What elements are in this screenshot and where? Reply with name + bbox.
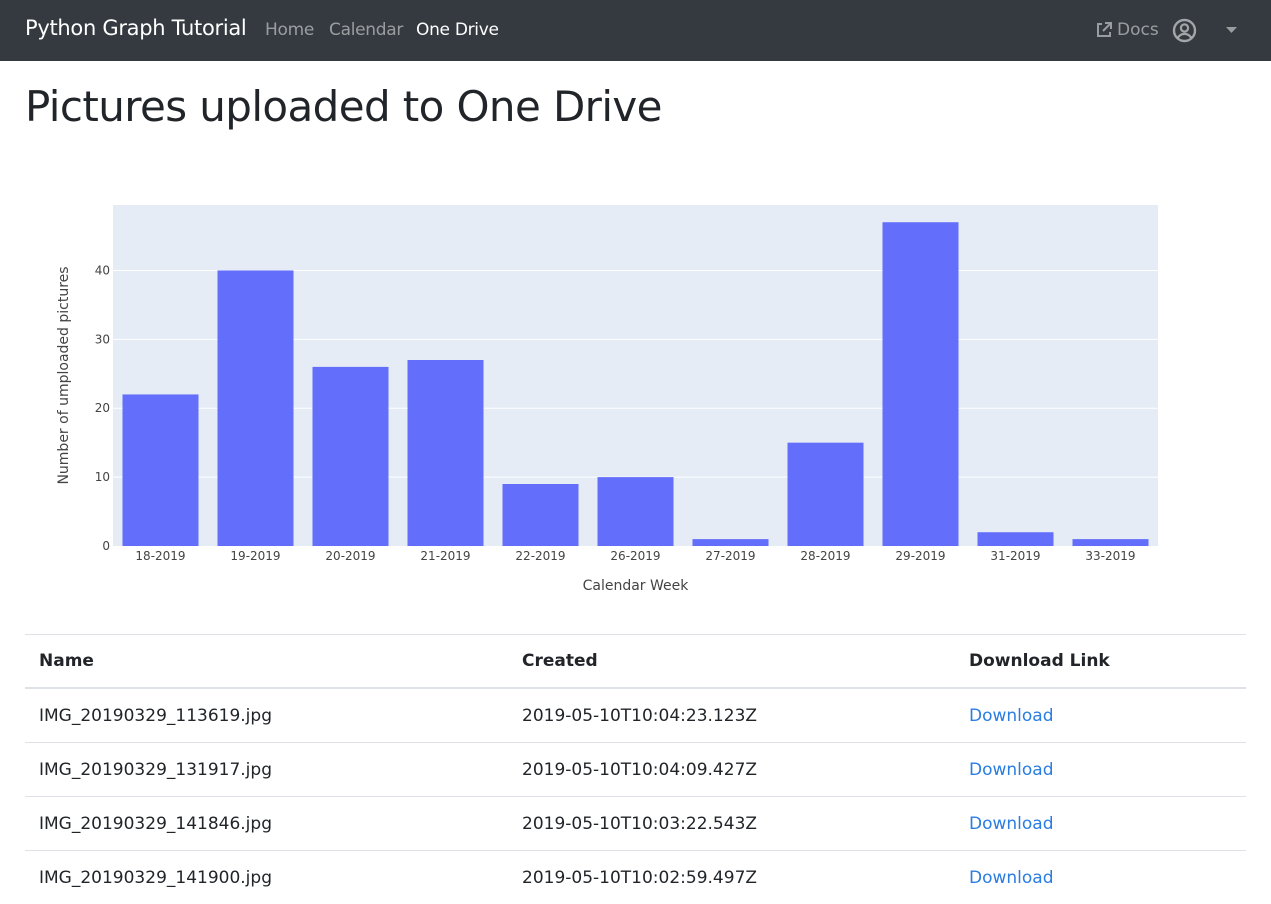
external-link-icon xyxy=(1095,21,1113,39)
bar xyxy=(883,222,959,546)
x-axis-title: Calendar Week xyxy=(583,578,690,594)
page-title: Pictures uploaded to One Drive xyxy=(25,82,662,131)
download-cell: Download xyxy=(955,851,1246,904)
download-link[interactable]: Download xyxy=(969,706,1054,726)
bar xyxy=(123,394,199,546)
y-tick-label: 10 xyxy=(95,470,110,484)
brand-link[interactable]: Python Graph Tutorial xyxy=(25,16,246,40)
y-tick-labels: 0 10 20 30 40 xyxy=(95,263,110,553)
docs-link[interactable]: Docs xyxy=(1095,20,1159,40)
file-name: IMG_20190329_131917.jpg xyxy=(25,743,508,797)
file-created: 2019-05-10T10:02:59.497Z xyxy=(508,851,955,904)
bar xyxy=(408,360,484,546)
bar xyxy=(1073,539,1149,546)
file-name: IMG_20190329_141900.jpg xyxy=(25,851,508,904)
file-created: 2019-05-10T10:03:22.543Z xyxy=(508,797,955,851)
nav-one-drive[interactable]: One Drive xyxy=(416,20,499,40)
x-tick-labels: 18-2019 19-2019 20-2019 21-2019 22-2019 26-20… xyxy=(135,549,1135,563)
download-link[interactable]: Download xyxy=(969,868,1054,888)
y-tick-label: 30 xyxy=(95,332,110,346)
table-row: IMG_20190329_141846.jpg 2019-05-10T10:03… xyxy=(25,797,1246,851)
y-tick-label: 40 xyxy=(95,263,110,277)
bar xyxy=(313,367,389,546)
navbar: Python Graph Tutorial Home Calendar One … xyxy=(0,0,1271,61)
files-table: Name Created Download Link IMG_20190329_… xyxy=(25,634,1246,904)
file-name: IMG_20190329_113619.jpg xyxy=(25,688,508,743)
bar xyxy=(598,477,674,546)
x-tick-label: 33-2019 xyxy=(1085,549,1135,563)
download-link[interactable]: Download xyxy=(969,760,1054,780)
file-created: 2019-05-10T10:04:23.123Z xyxy=(508,688,955,743)
x-tick-label: 28-2019 xyxy=(800,549,850,563)
x-tick-label: 21-2019 xyxy=(420,549,470,563)
user-circle-icon[interactable] xyxy=(1172,18,1197,43)
uploads-bar-chart: 0 10 20 30 40 18-2019 19-2019 20-2019 21-2019 22… xyxy=(0,180,1271,620)
caret-down-icon[interactable] xyxy=(1226,27,1237,34)
download-cell: Download xyxy=(955,743,1246,797)
table-row: IMG_20190329_141900.jpg 2019-05-10T10:02… xyxy=(25,851,1246,904)
file-created: 2019-05-10T10:04:09.427Z xyxy=(508,743,955,797)
download-cell: Download xyxy=(955,688,1246,743)
bar xyxy=(503,484,579,546)
header-download-link: Download Link xyxy=(955,635,1246,689)
download-link[interactable]: Download xyxy=(969,814,1054,834)
x-tick-label: 27-2019 xyxy=(705,549,755,563)
bar xyxy=(978,532,1054,546)
x-tick-label: 18-2019 xyxy=(135,549,185,563)
bar xyxy=(218,270,294,546)
file-name: IMG_20190329_141846.jpg xyxy=(25,797,508,851)
x-tick-label: 22-2019 xyxy=(515,549,565,563)
bar xyxy=(693,539,769,546)
x-tick-label: 20-2019 xyxy=(325,549,375,563)
x-tick-label: 31-2019 xyxy=(990,549,1040,563)
x-tick-label: 26-2019 xyxy=(610,549,660,563)
docs-label: Docs xyxy=(1117,20,1159,40)
x-tick-label: 29-2019 xyxy=(895,549,945,563)
x-tick-label: 19-2019 xyxy=(230,549,280,563)
y-axis-title: Number of umploaded pictures xyxy=(56,266,72,484)
table-header-row: Name Created Download Link xyxy=(25,635,1246,689)
header-created: Created xyxy=(508,635,955,689)
table-row: IMG_20190329_131917.jpg 2019-05-10T10:04… xyxy=(25,743,1246,797)
y-tick-label: 20 xyxy=(95,401,110,415)
download-cell: Download xyxy=(955,797,1246,851)
header-name: Name xyxy=(25,635,508,689)
nav-home[interactable]: Home xyxy=(265,20,314,40)
bar xyxy=(788,443,864,546)
y-tick-label: 0 xyxy=(102,539,110,553)
nav-calendar[interactable]: Calendar xyxy=(329,20,403,40)
table-row: IMG_20190329_113619.jpg 2019-05-10T10:04… xyxy=(25,688,1246,743)
